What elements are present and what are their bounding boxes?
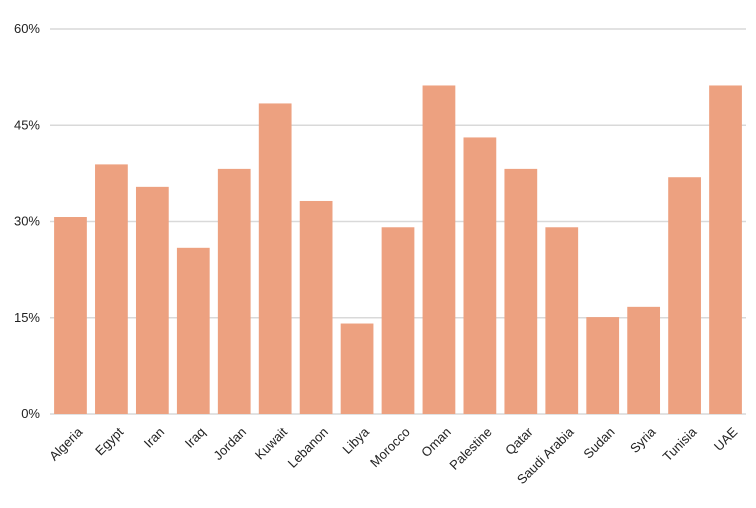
- y-tick-label: 45%: [14, 117, 40, 132]
- bars: [54, 85, 742, 415]
- bar-lebanon: [299, 200, 333, 414]
- bar-tunisia: [668, 177, 701, 414]
- bar-libya: [340, 323, 374, 414]
- bar-jordan: [217, 168, 251, 414]
- x-category-label: Libya: [339, 424, 372, 457]
- bar-uae: [709, 85, 742, 414]
- bar-iran: [135, 186, 169, 414]
- x-category-label: Qatar: [502, 424, 536, 458]
- x-category-label: Syria: [627, 424, 659, 456]
- bar-qatar: [504, 168, 538, 414]
- x-category-label: Tunisia: [660, 424, 700, 464]
- bar-oman: [422, 85, 456, 414]
- bar-iraq: [176, 247, 210, 414]
- x-category-label: Morocco: [367, 424, 413, 470]
- bar-kuwait: [258, 103, 292, 414]
- bar-saudi-arabia: [545, 227, 579, 414]
- x-category-label: Jordan: [210, 424, 249, 463]
- x-category-label: Palestine: [446, 424, 494, 472]
- y-axis-tick-labels: 0% 15% 30% 45% 60%: [14, 21, 40, 421]
- x-category-label: Lebanon: [285, 424, 331, 470]
- y-tick-label: 30%: [14, 214, 40, 229]
- bar-egypt: [95, 164, 128, 414]
- bar-palestine: [463, 137, 497, 415]
- x-category-label: Oman: [418, 424, 454, 460]
- x-category-label: Egypt: [92, 424, 126, 458]
- bar-syria: [627, 306, 661, 414]
- x-category-label: Kuwait: [252, 424, 290, 462]
- x-category-label: Algeria: [46, 424, 86, 464]
- x-category-label: Iran: [141, 424, 167, 450]
- y-tick-label: 60%: [14, 21, 40, 36]
- x-category-label: Iraq: [182, 424, 208, 450]
- bar-sudan: [586, 317, 620, 414]
- x-category-label: UAE: [711, 424, 741, 454]
- bar-morocco: [381, 227, 415, 414]
- x-category-label: Sudan: [580, 424, 617, 461]
- y-tick-label: 15%: [14, 310, 40, 325]
- y-tick-label: 0%: [21, 406, 40, 421]
- bar-algeria: [54, 217, 87, 414]
